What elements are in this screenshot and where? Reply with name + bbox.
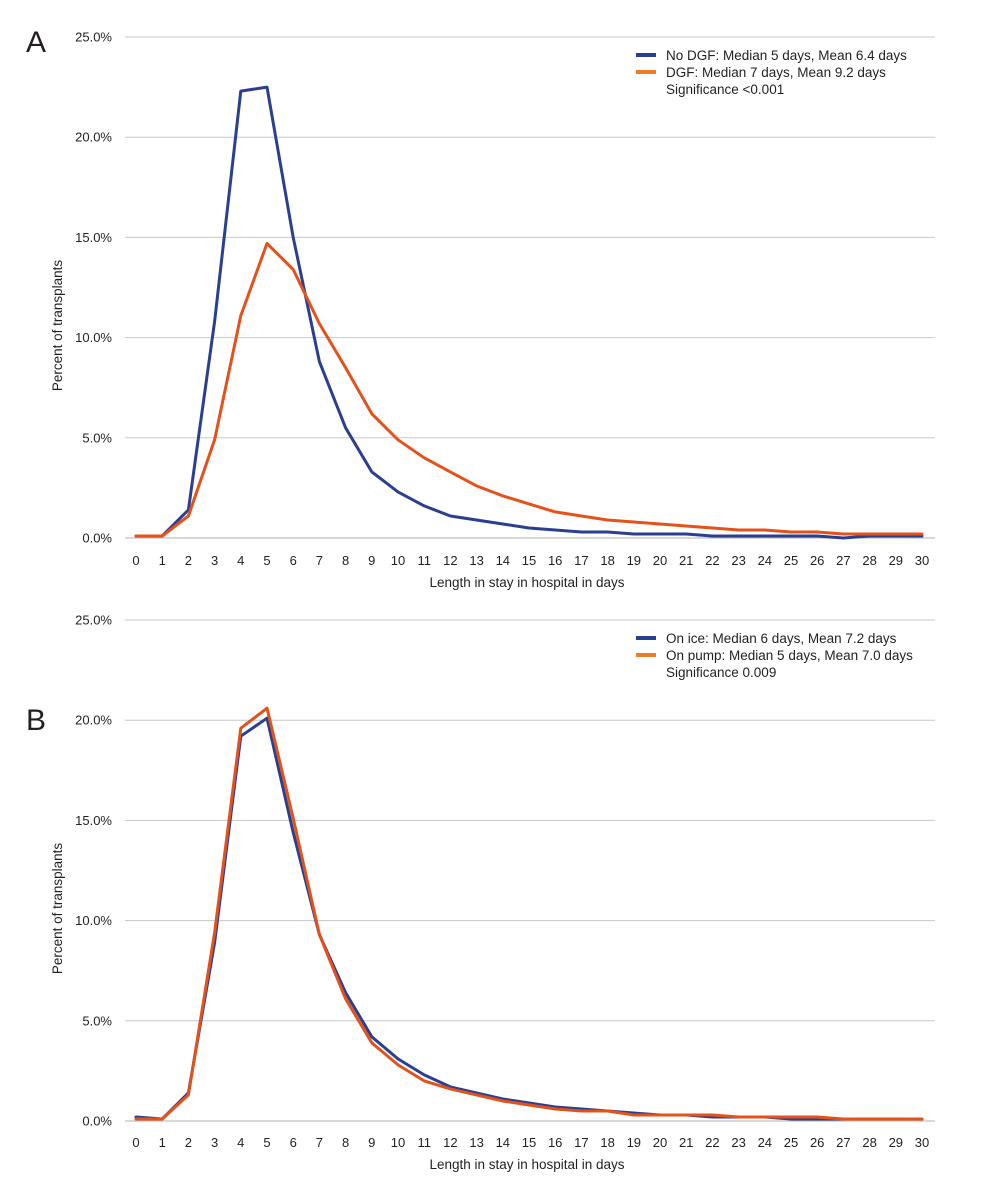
x-tick-label: 30	[915, 1135, 929, 1150]
x-tick-label: 14	[496, 1135, 510, 1150]
y-tick-label: 25.0%	[75, 613, 112, 628]
x-tick-label: 18	[600, 553, 614, 568]
x-tick-label: 20	[653, 553, 667, 568]
x-tick-label: 19	[627, 1135, 641, 1150]
x-tick-label: 15	[522, 553, 536, 568]
x-tick-label: 23	[731, 1135, 745, 1150]
y-tick-label: 20.0%	[75, 713, 112, 728]
x-tick-label: 9	[368, 553, 375, 568]
x-tick-label: 6	[290, 553, 297, 568]
x-tick-label: 16	[548, 553, 562, 568]
x-tick-label: 17	[574, 553, 588, 568]
y-tick-label: 5.0%	[82, 1013, 112, 1028]
panel-letter: B	[26, 704, 46, 737]
x-tick-label: 22	[705, 1135, 719, 1150]
x-axis-title: Length in stay in hospital in days	[429, 1157, 624, 1172]
x-tick-label: 28	[862, 553, 876, 568]
x-tick-label: 29	[889, 553, 903, 568]
x-tick-label: 16	[548, 1135, 562, 1150]
x-tick-label: 10	[391, 1135, 405, 1150]
x-tick-label: 25	[784, 1135, 798, 1150]
y-tick-label: 5.0%	[82, 430, 112, 445]
y-axis-title: Percent of transplants	[50, 260, 65, 392]
x-tick-label: 21	[679, 1135, 693, 1150]
x-tick-label: 29	[889, 1135, 903, 1150]
x-tick-label: 25	[784, 553, 798, 568]
x-tick-label: 5	[263, 553, 270, 568]
y-tick-label: 25.0%	[75, 30, 112, 45]
x-axis-title: Length in stay in hospital in days	[429, 575, 624, 590]
x-tick-label: 27	[836, 553, 850, 568]
x-tick-label: 3	[211, 1135, 218, 1150]
x-tick-label: 27	[836, 1135, 850, 1150]
legend-entry: On pump: Median 5 days, Mean 7.0 days	[666, 648, 913, 663]
x-tick-label: 8	[342, 1135, 349, 1150]
x-tick-label: 18	[600, 1135, 614, 1150]
x-tick-label: 3	[211, 553, 218, 568]
series-line-orange	[134, 241, 924, 538]
x-tick-label: 12	[443, 553, 457, 568]
y-tick-label: 15.0%	[75, 230, 112, 245]
y-tick-label: 10.0%	[75, 913, 112, 928]
x-tick-label: 11	[417, 1135, 431, 1150]
x-tick-label: 8	[342, 553, 349, 568]
chart-panel-A: A0.0%5.0%10.0%15.0%20.0%25.0%0 1 2 3 4 5 6 7 8 9 1…	[26, 26, 935, 590]
x-tick-label: 21	[679, 553, 693, 568]
series-line-orange	[134, 706, 924, 1121]
x-tick-label: 2	[185, 1135, 192, 1150]
x-tick-label: 2	[185, 553, 192, 568]
x-tick-label: 15	[522, 1135, 536, 1150]
x-tick-label: 0	[132, 553, 139, 568]
y-tick-label: 0.0%	[82, 531, 112, 546]
x-tick-label: 13	[469, 553, 483, 568]
series-line-blue	[134, 85, 924, 540]
y-tick-label: 10.0%	[75, 330, 112, 345]
x-tick-label: 4	[237, 553, 244, 568]
x-tick-label: 5	[263, 1135, 270, 1150]
x-tick-label: 12	[443, 1135, 457, 1150]
x-tick-label: 10	[391, 553, 405, 568]
panel-letter: A	[26, 26, 46, 59]
x-tick-label: 0	[132, 1135, 139, 1150]
x-tick-label: 22	[705, 553, 719, 568]
legend-entry: No DGF: Median 5 days, Mean 6.4 days	[666, 48, 907, 63]
x-tick-label: 4	[237, 1135, 244, 1150]
chart-panel-B: B0.0%5.0%10.0%15.0%20.0%25.0%0 1 2 3 4 5 6 7 8 9 1…	[26, 613, 935, 1172]
x-tick-label: 7	[316, 553, 323, 568]
legend-entry: On ice: Median 6 days, Mean 7.2 days	[666, 631, 897, 646]
x-tick-label: 24	[758, 1135, 772, 1150]
x-tick-label: 1	[159, 553, 166, 568]
significance-note: Significance <0.001	[666, 82, 784, 97]
y-tick-label: 0.0%	[82, 1114, 112, 1129]
series-line-blue	[134, 716, 924, 1121]
x-tick-label: 28	[862, 1135, 876, 1150]
legend-entry: DGF: Median 7 days, Mean 9.2 days	[666, 65, 886, 80]
significance-note: Significance 0.009	[666, 665, 776, 680]
x-tick-label: 14	[496, 553, 510, 568]
x-tick-label: 20	[653, 1135, 667, 1150]
x-tick-label: 24	[758, 553, 772, 568]
x-tick-label: 7	[316, 1135, 323, 1150]
x-tick-label: 23	[731, 553, 745, 568]
y-tick-label: 15.0%	[75, 813, 112, 828]
x-tick-label: 17	[574, 1135, 588, 1150]
x-tick-label: 13	[469, 1135, 483, 1150]
x-tick-label: 26	[810, 553, 824, 568]
x-tick-label: 1	[159, 1135, 166, 1150]
y-tick-label: 20.0%	[75, 130, 112, 145]
y-axis-title: Percent of transplants	[50, 843, 65, 975]
x-tick-label: 19	[627, 553, 641, 568]
x-tick-label: 6	[290, 1135, 297, 1150]
x-tick-label: 9	[368, 1135, 375, 1150]
x-tick-label: 30	[915, 553, 929, 568]
x-tick-label: 26	[810, 1135, 824, 1150]
x-tick-label: 11	[417, 553, 431, 568]
